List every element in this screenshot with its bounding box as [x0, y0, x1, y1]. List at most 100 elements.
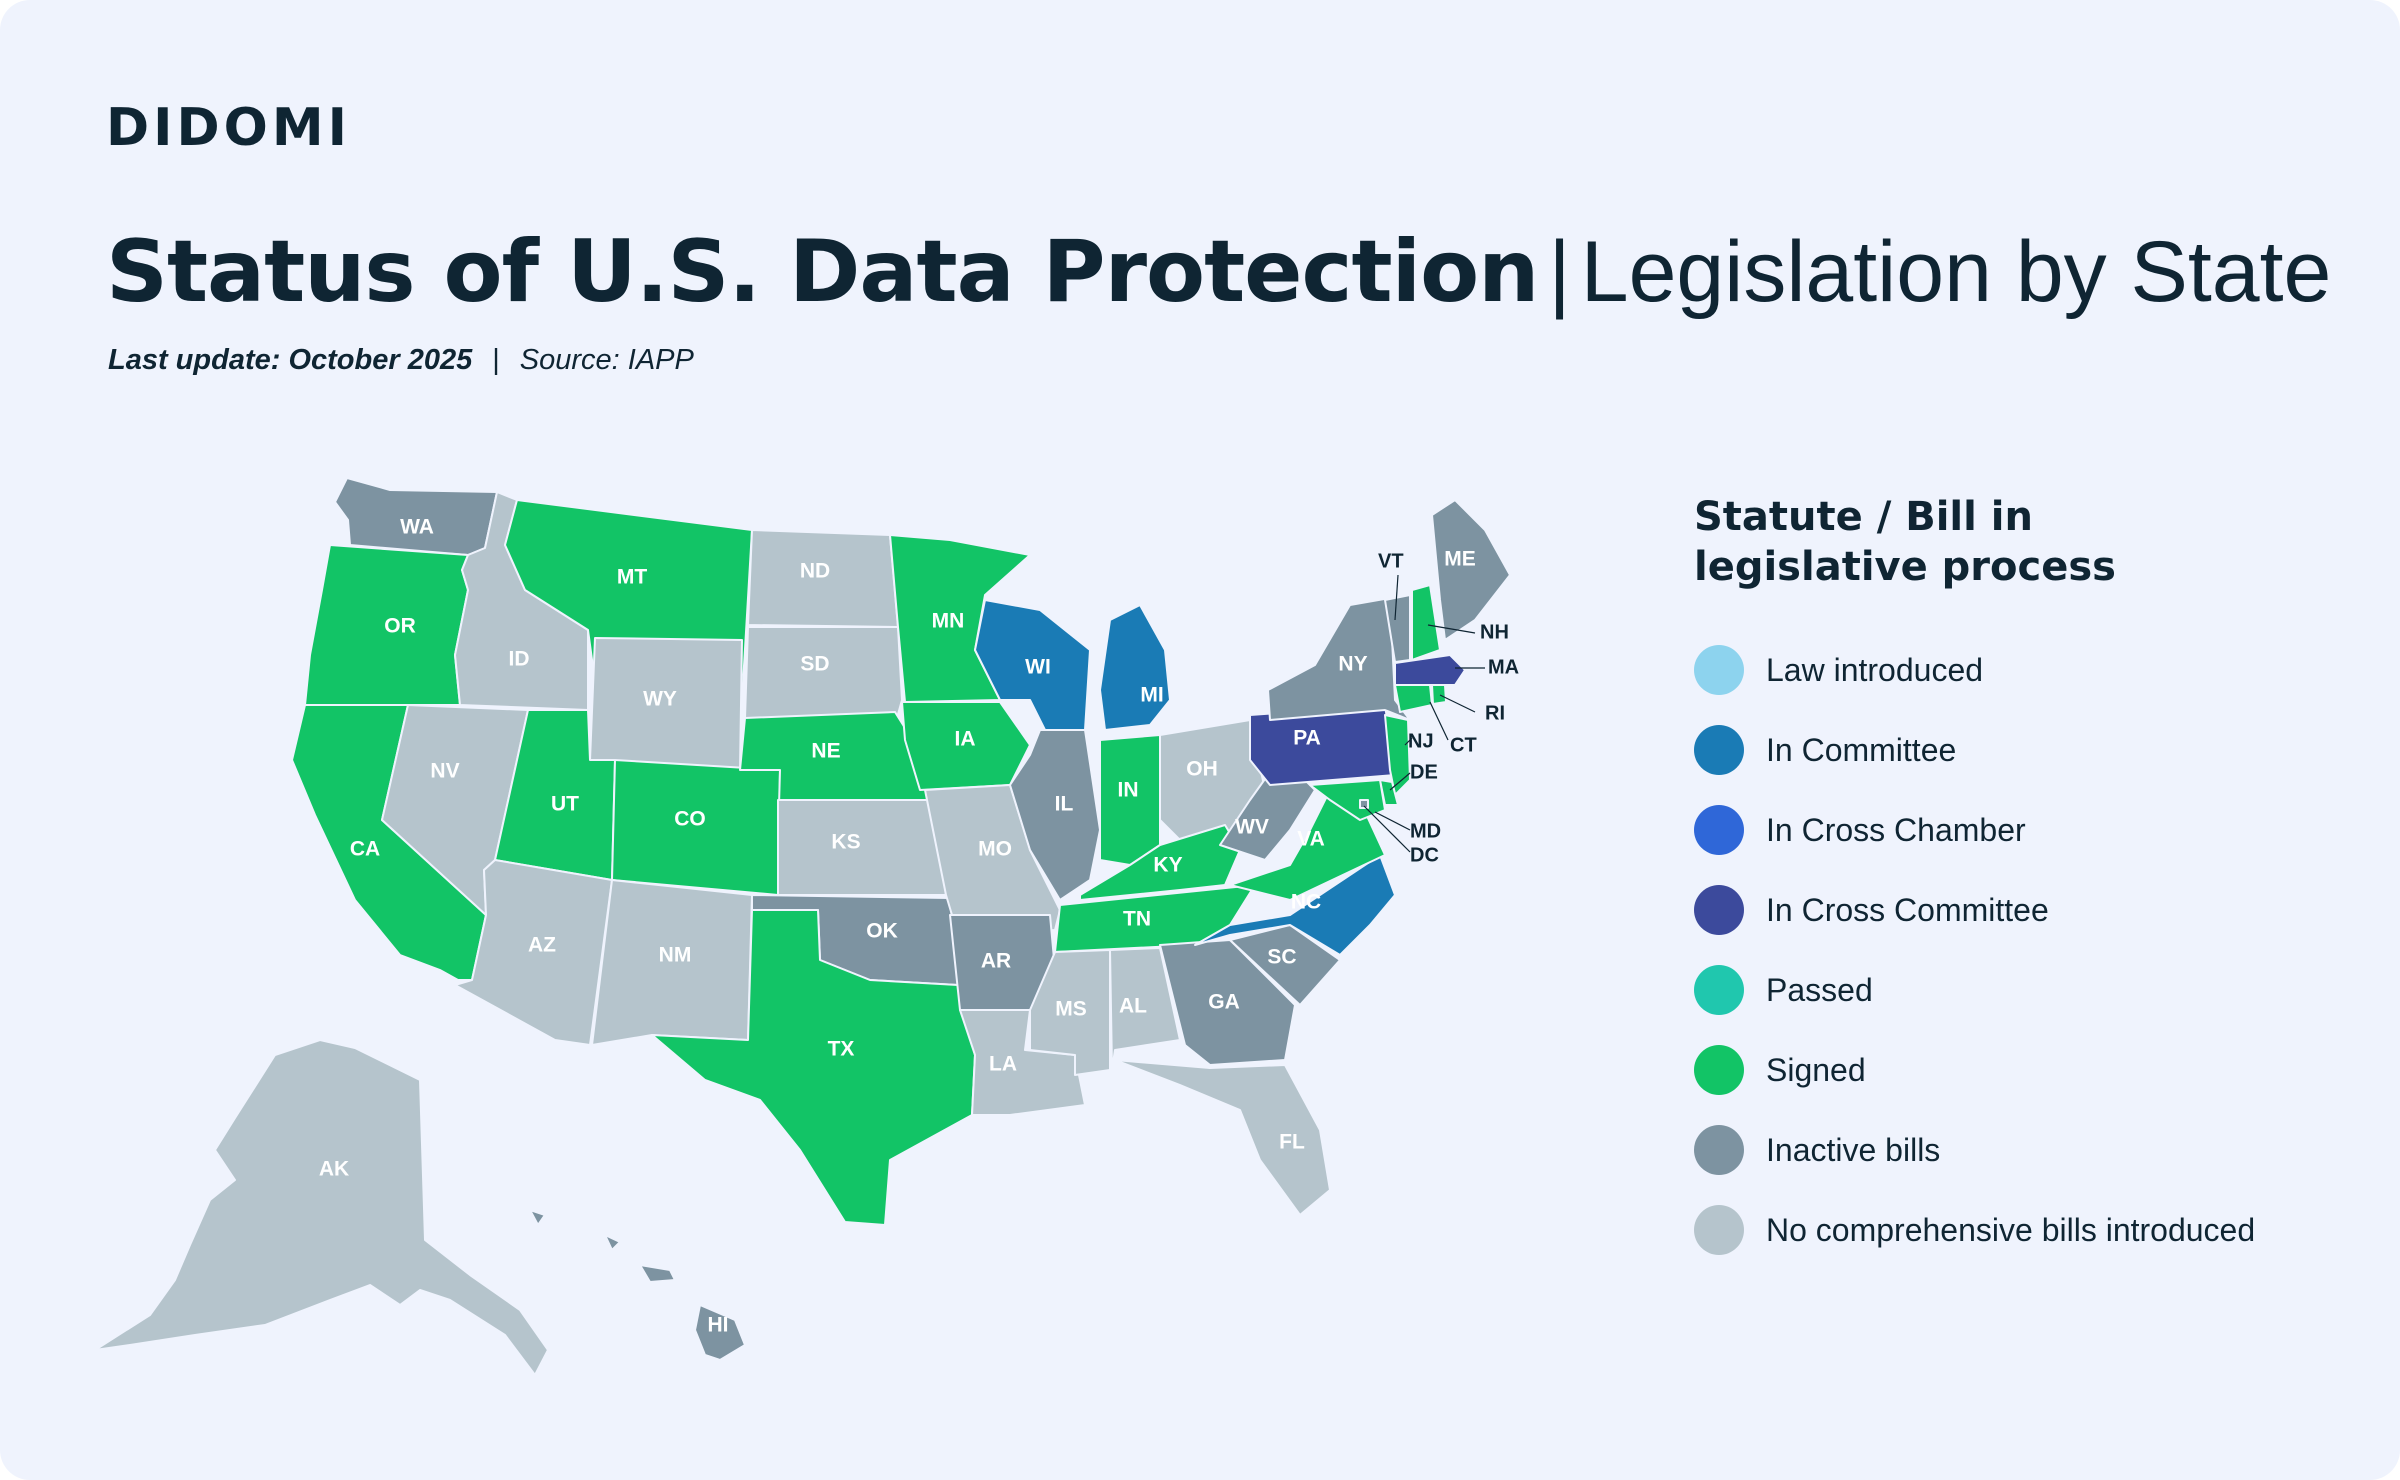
state-label-nv: NV	[430, 760, 459, 783]
state-label-la: LA	[989, 1053, 1017, 1076]
state-ME[interactable]	[1431, 499, 1511, 641]
state-label-mn: MN	[932, 610, 965, 633]
callout-line-de	[1389, 772, 1411, 791]
legend-item: In Cross Chamber	[1694, 790, 2374, 870]
legend-label: Signed	[1766, 1051, 1866, 1088]
subtitle-separator: |	[492, 344, 500, 376]
state-label-mi: MI	[1140, 684, 1163, 707]
page-title: Status of U.S. Data Protection | Legislati…	[106, 222, 2331, 322]
legend-swatch	[1694, 1205, 1744, 1255]
legend-swatch	[1694, 885, 1744, 935]
state-label-ok: OK	[866, 920, 898, 943]
state-label-sd: SD	[800, 653, 829, 676]
state-label-nm: NM	[659, 944, 692, 967]
legend-label: In Committee	[1766, 731, 1957, 768]
state-label-co: CO	[674, 808, 706, 831]
state-NY[interactable]	[1267, 597, 1411, 721]
legend-label: In Cross Chamber	[1766, 811, 2026, 848]
state-label-id: ID	[509, 648, 530, 671]
state-LA[interactable]	[959, 1009, 1086, 1116]
legend-title: Statute / Bill in legislative process	[1694, 494, 2116, 590]
callout-nh: NH	[1480, 621, 1509, 643]
legend-list: Law introduced In Committee In Cross Chamb…	[1694, 630, 2374, 1270]
state-label-az: AZ	[528, 934, 556, 957]
state-MA[interactable]	[1394, 654, 1466, 686]
state-SD[interactable]	[744, 626, 903, 726]
state-SC[interactable]	[1229, 924, 1341, 1006]
callout-line-nj	[1404, 737, 1413, 746]
callout-ma: MA	[1488, 656, 1519, 678]
state-label-wy: WY	[643, 688, 677, 711]
legend-item: In Committee	[1694, 710, 2374, 790]
state-KS[interactable]	[777, 799, 947, 896]
callout-line-dc	[1363, 805, 1411, 853]
callout-line-md	[1374, 811, 1411, 831]
callout-line-ct	[1429, 701, 1449, 741]
state-label-in: IN	[1118, 779, 1139, 802]
state-NC[interactable]	[1194, 854, 1396, 956]
state-label-oh: OH	[1186, 758, 1218, 781]
legend-item: No comprehensive bills introduced	[1694, 1190, 2374, 1270]
state-label-ms: MS	[1055, 998, 1087, 1021]
legend-label: In Cross Committee	[1766, 891, 2049, 928]
source: Source: IAPP	[519, 344, 694, 376]
state-FL[interactable]	[1114, 1059, 1331, 1216]
legend-label: No comprehensive bills introduced	[1766, 1211, 2256, 1248]
state-label-al: AL	[1119, 995, 1147, 1018]
state-label-il: IL	[1055, 793, 1074, 816]
legend-swatch	[1694, 725, 1744, 775]
legend-item: Law introduced	[1694, 630, 2374, 710]
state-label-ia: IA	[955, 728, 976, 751]
state-TX[interactable]	[651, 909, 976, 1226]
state-label-nd: ND	[800, 560, 830, 583]
state-label-ny: NY	[1338, 653, 1367, 676]
state-AL[interactable]	[1109, 947, 1181, 1071]
legend-item: Signed	[1694, 1030, 2374, 1110]
callout-vt: VT	[1378, 550, 1404, 572]
title-bold: Status of U.S. Data Protection	[106, 222, 1539, 322]
state-AK[interactable]	[94, 1039, 549, 1376]
legend-swatch	[1694, 805, 1744, 855]
legend-item: Passed	[1694, 950, 2374, 1030]
state-label-hi: HI	[708, 1314, 729, 1337]
state-NH[interactable]	[1411, 584, 1441, 661]
legend-swatch	[1694, 965, 1744, 1015]
state-MI[interactable]	[1099, 604, 1171, 731]
state-label-va: VA	[1297, 828, 1325, 851]
callout-nj: NJ	[1408, 730, 1434, 752]
state-label-wi: WI	[1025, 656, 1051, 679]
state-label-wa: WA	[400, 516, 434, 539]
state-label-ar: AR	[981, 950, 1011, 973]
state-label-ca: CA	[350, 838, 380, 861]
state-HI[interactable]	[529, 1209, 746, 1361]
callout-ct: CT	[1450, 734, 1477, 756]
legend-swatch	[1694, 1045, 1744, 1095]
state-label-mt: MT	[617, 566, 647, 589]
legend-label: Inactive bills	[1766, 1131, 1941, 1168]
callout-line-nh	[1427, 624, 1476, 634]
state-DC[interactable]	[1359, 799, 1369, 809]
legend-swatch	[1694, 645, 1744, 695]
state-NJ[interactable]	[1384, 714, 1411, 796]
state-CT[interactable]	[1394, 684, 1433, 713]
legend-swatch	[1694, 1125, 1744, 1175]
callout-md: MD	[1410, 820, 1441, 842]
state-label-ak: AK	[319, 1158, 349, 1181]
legend-label: Law introduced	[1766, 651, 1984, 688]
state-label-me: ME	[1444, 548, 1476, 571]
callout-de: DE	[1410, 761, 1438, 783]
state-label-or: OR	[384, 615, 416, 638]
callout-ri: RI	[1485, 702, 1505, 724]
legend-item: Inactive bills	[1694, 1110, 2374, 1190]
callout-dc: DC	[1410, 844, 1439, 866]
state-label-sc: SC	[1267, 946, 1296, 969]
state-IL[interactable]	[1009, 729, 1101, 901]
state-RI[interactable]	[1431, 684, 1447, 705]
callout-line-vt	[1394, 574, 1399, 621]
last-update: Last update: October 2025	[108, 344, 473, 376]
state-label-ks: KS	[831, 831, 860, 854]
state-label-wv: WV	[1235, 816, 1269, 839]
didomi-logo: DIDOMI	[106, 98, 351, 158]
